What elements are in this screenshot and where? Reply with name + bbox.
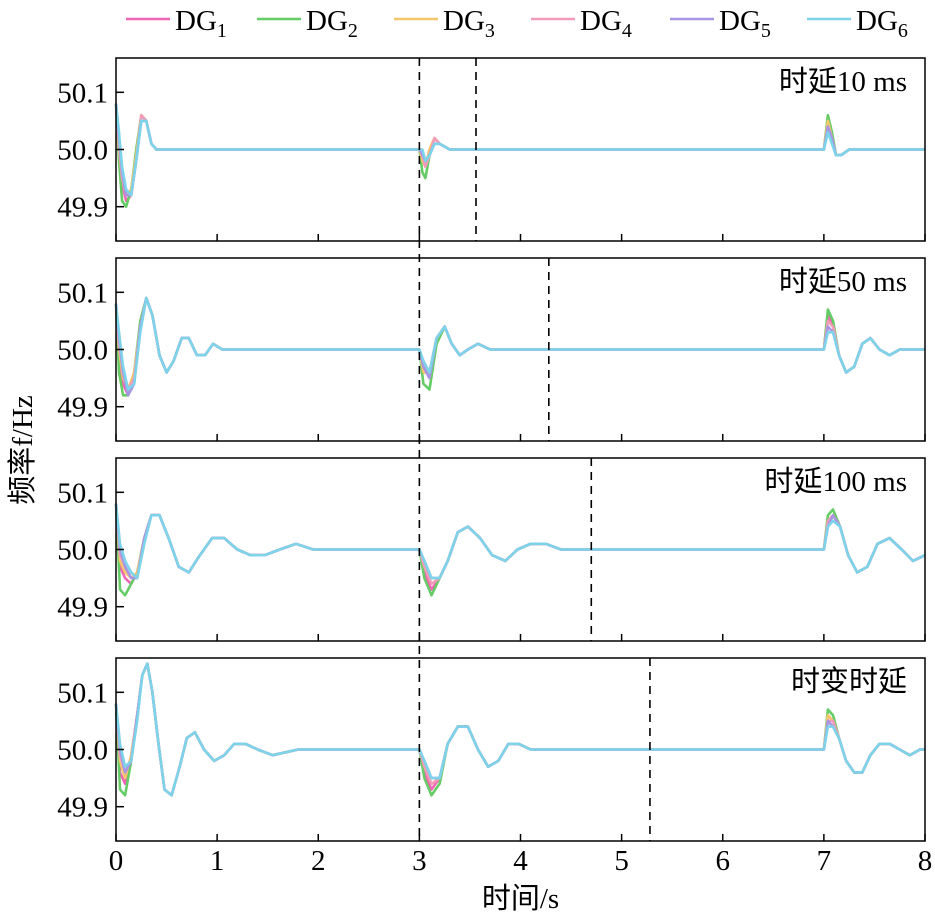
y-tick-label: 50.0 <box>57 535 108 567</box>
y-tick-label: 50.1 <box>57 677 108 709</box>
x-tick-label: 2 <box>311 845 326 877</box>
x-tick-label: 1 <box>210 845 225 877</box>
panel-label: 时延50 ms <box>779 265 907 298</box>
y-tick-label: 49.9 <box>57 192 108 224</box>
panel-label: 时延100 ms <box>764 465 907 498</box>
series-line-dg6 <box>114 503 926 580</box>
legend-label: DG3 <box>443 5 495 42</box>
series-line-dg1 <box>114 503 926 591</box>
y-tick-label: 50.0 <box>57 135 108 167</box>
x-axis: 0 1 2 3 4 5 6 7 8 <box>109 845 933 877</box>
series-line-dg6 <box>114 662 925 797</box>
series-line-dg4 <box>114 503 926 586</box>
series-line-dg6 <box>114 296 925 391</box>
series-line-dg4 <box>114 296 925 391</box>
panel-1: 50.1 50.0 49.9 时延10 ms <box>57 57 926 242</box>
legend-entry: DG4 <box>531 5 632 42</box>
panel-3: 50.1 50.0 49.9 时延100 ms <box>57 457 926 642</box>
series-line-dg5 <box>114 296 925 397</box>
legend-label: DG2 <box>306 5 358 42</box>
y-tick-label: 49.9 <box>57 792 108 824</box>
x-tick-label: 4 <box>513 845 528 877</box>
series-line-dg2 <box>114 103 925 208</box>
legend-label: DG6 <box>856 5 908 42</box>
panel-4: 50.1 50.0 49.9 时变时延 <box>57 657 926 842</box>
legend-label: DG1 <box>175 5 227 42</box>
y-tick-label: 50.0 <box>57 735 108 767</box>
legend-label: DG5 <box>719 5 771 42</box>
series-line-dg2 <box>114 296 925 397</box>
series-line-dg5 <box>114 503 926 580</box>
x-tick-label: 7 <box>817 845 832 877</box>
x-axis-title: 时间/s <box>482 882 559 915</box>
legend-entry: DG1 <box>126 5 227 42</box>
series-line-dg1 <box>114 103 925 203</box>
legend-entry: DG3 <box>394 5 495 42</box>
x-tick-label: 0 <box>109 845 124 877</box>
legend-entry: DG2 <box>257 5 358 42</box>
y-tick-label: 50.1 <box>57 477 108 509</box>
y-tick-label: 49.9 <box>57 592 108 624</box>
panel-label: 时变时延 <box>791 665 907 698</box>
y-tick-label: 50.0 <box>57 335 108 367</box>
x-tick-label: 3 <box>412 845 427 877</box>
legend-entry: DG5 <box>670 5 771 42</box>
legend: DG1 DG2 DG3 DG4 DG5 DG6 <box>126 5 908 42</box>
series-line-dg3 <box>114 296 925 391</box>
series-line-dg6 <box>114 103 925 197</box>
series-line-dg1 <box>114 296 925 397</box>
x-tick-label: 5 <box>614 845 629 877</box>
y-axis-title: 频率f/Hz <box>6 395 39 505</box>
x-tick-label: 6 <box>716 845 731 877</box>
y-tick-label: 50.1 <box>57 77 108 109</box>
panel-2: 50.1 50.0 49.9 时延50 ms <box>57 257 926 442</box>
legend-entry: DG6 <box>807 5 908 42</box>
panel-label: 时延10 ms <box>779 65 907 98</box>
y-tick-label: 50.1 <box>57 277 108 309</box>
x-tick-label: 8 <box>918 845 933 877</box>
legend-label: DG4 <box>580 5 632 42</box>
y-tick-label: 49.9 <box>57 392 108 424</box>
series-line-dg3 <box>114 503 926 586</box>
